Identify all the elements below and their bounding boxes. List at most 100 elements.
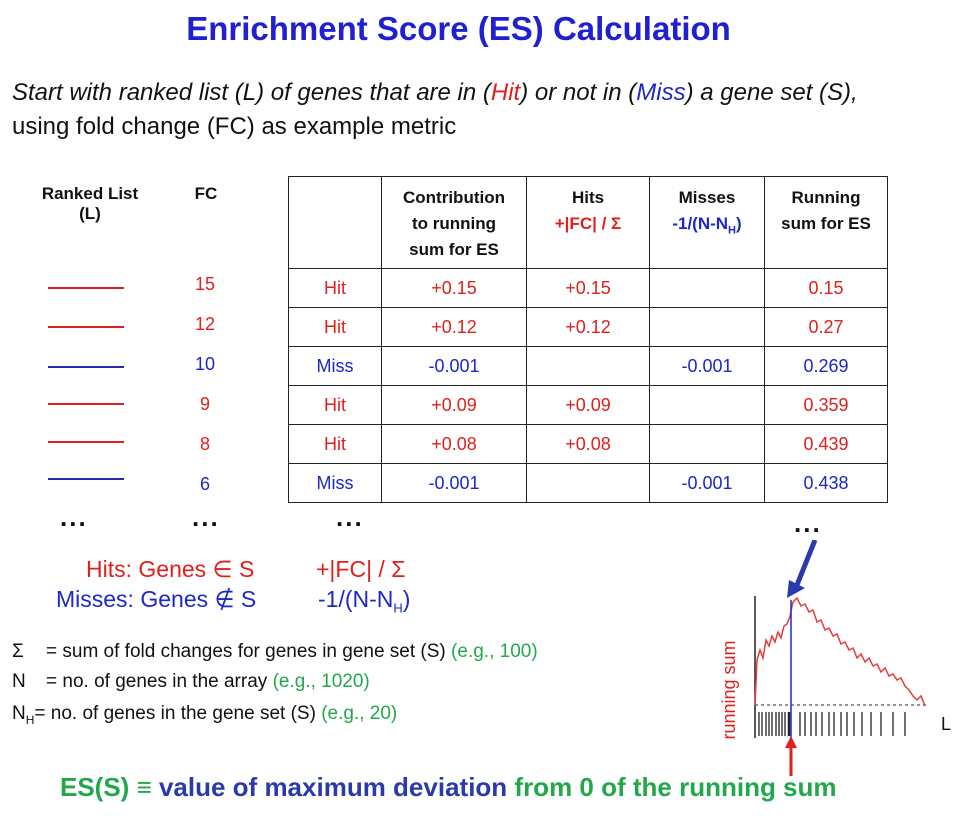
misses-cell <box>649 424 765 464</box>
fc-header: FC <box>194 184 218 203</box>
nh-sub: H <box>25 712 35 727</box>
contribution-cell: +0.15 <box>381 268 527 308</box>
misses-cell <box>649 307 765 347</box>
intro-line1-b: ) or not in ( <box>520 79 637 106</box>
n-example: (e.g., 1020) <box>272 671 370 692</box>
n-symbol: N <box>12 671 26 692</box>
table-row: Miss -0.001 -0.001 0.438 <box>288 463 888 503</box>
row-label: Hit <box>288 424 382 464</box>
intro-line1-a: Start with ranked list (L) of genes that… <box>12 79 491 106</box>
contribution-header-l3: sum for ES <box>409 240 499 259</box>
fc-value: 8 <box>199 434 210 454</box>
row-label: Hit <box>288 385 382 425</box>
running-header-l1: Running <box>791 188 861 207</box>
misses-formula-a: -1/(N-N <box>672 214 729 233</box>
ellipsis-genes: ... <box>60 502 88 532</box>
hits-cell <box>526 463 650 503</box>
plot-leading-edge-arrowhead <box>785 736 797 748</box>
gene-line-hit <box>48 326 124 328</box>
n-text: = no. of genes in the array <box>46 671 268 692</box>
label-header <box>288 176 382 269</box>
intro-hit: Hit <box>490 79 521 106</box>
running-header-l2: sum for ES <box>781 214 871 233</box>
gene-line-miss <box>48 478 124 480</box>
running-sum-plot: running sum L <box>719 540 951 776</box>
plot-hit-barcode <box>758 712 906 736</box>
definition-sigma: Σ = sum of fold changes for genes in gene… <box>12 641 538 663</box>
running-cell: 0.439 <box>764 424 888 464</box>
gene-line-miss <box>48 366 124 368</box>
plot-max-arrow <box>792 540 818 591</box>
nh-example: (e.g., 20) <box>321 703 398 724</box>
hits-header: Hits +|FC| / Σ <box>526 176 650 269</box>
table-row: Hit +0.15 +0.15 0.15 <box>288 268 888 308</box>
fc-value: 6 <box>199 474 210 494</box>
page-title: Enrichment Score (ES) Calculation <box>186 10 731 47</box>
hits-header-label: Hits <box>571 188 605 207</box>
hits-cell: +0.09 <box>526 385 650 425</box>
misses-cell <box>649 268 765 308</box>
misses-formula-sub: H <box>728 224 736 237</box>
contribution-cell: -0.001 <box>381 463 527 503</box>
plot-ylabel: running sum <box>719 640 739 739</box>
contribution-cell: +0.12 <box>381 307 527 347</box>
running-header: Running sum for ES <box>764 176 888 269</box>
plot-xlabel: L <box>941 714 951 734</box>
definition-nh: NH= no. of genes in the gene set (S) (e.… <box>12 703 397 727</box>
legend-misses-a: -1/(N-N <box>318 586 394 612</box>
contribution-header-l1: Contribution <box>403 188 505 207</box>
row-label: Miss <box>288 463 382 503</box>
intro-miss: Miss <box>636 79 686 106</box>
legend-hits-formula: +|FC| / Σ <box>316 556 406 582</box>
conclusion-part1: ES(S) ≡ <box>60 772 159 802</box>
running-cell: 0.269 <box>764 346 888 386</box>
running-cell: 0.359 <box>764 385 888 425</box>
table-header-row: Contribution to running sum for ES Hits … <box>288 176 888 269</box>
misses-cell <box>649 385 765 425</box>
sigma-text: = sum of fold changes for genes in gene … <box>46 641 446 662</box>
ellipsis-fc: ... <box>192 502 220 532</box>
row-label: Hit <box>288 268 382 308</box>
table-row: Hit +0.08 +0.08 0.439 <box>288 424 888 464</box>
ranked-list-label: Ranked List <box>41 184 139 203</box>
contribution-header-l2: to running <box>411 214 497 233</box>
gene-line-hit <box>48 403 124 405</box>
fc-value: 15 <box>194 274 216 294</box>
table-row: Hit +0.09 +0.09 0.359 <box>288 385 888 425</box>
intro-line1-c: ) a gene set (S), <box>685 79 858 106</box>
legend-misses-sub: H <box>393 600 403 616</box>
legend-misses-b: ) <box>402 586 411 612</box>
plot-running-sum-curve <box>754 596 926 707</box>
misses-header-formula: -1/(N-NH) <box>672 214 742 237</box>
running-cell: 0.15 <box>764 268 888 308</box>
fc-value: 12 <box>194 314 216 334</box>
intro-line2: using fold change (FC) as example metric <box>12 113 457 140</box>
sigma-example: (e.g., 100) <box>451 641 538 662</box>
table-row: Hit +0.12 +0.12 0.27 <box>288 307 888 347</box>
contribution-cell: -0.001 <box>381 346 527 386</box>
running-cell: 0.27 <box>764 307 888 347</box>
contribution-cell: +0.08 <box>381 424 527 464</box>
conclusion-part3: from 0 of the running sum <box>514 772 837 802</box>
legend-hits-label: Hits: Genes ∈ S <box>86 556 255 582</box>
row-label: Hit <box>288 307 382 347</box>
gene-line-hit <box>48 287 124 289</box>
hits-cell <box>526 346 650 386</box>
row-label: Miss <box>288 346 382 386</box>
hits-cell: +0.15 <box>526 268 650 308</box>
contribution-cell: +0.09 <box>381 385 527 425</box>
conclusion-part2: value of maximum deviation <box>158 772 515 802</box>
legend-misses-formula: -1/(N-NH) <box>318 586 410 616</box>
hits-cell: +0.08 <box>526 424 650 464</box>
misses-formula-b: ) <box>736 214 742 233</box>
plot-max-arrowhead <box>787 580 805 598</box>
hits-header-formula: +|FC| / Σ <box>554 214 622 233</box>
intro-text: Start with ranked list (L) of genes that… <box>12 76 858 144</box>
misses-cell: -0.001 <box>649 463 765 503</box>
misses-header-label: Misses <box>678 188 736 207</box>
sigma-symbol: Σ <box>12 641 24 662</box>
es-table: Contribution to running sum for ES Hits … <box>288 176 888 503</box>
contribution-header: Contribution to running sum for ES <box>381 176 527 269</box>
ellipsis-running: ... <box>794 508 822 538</box>
nh-symbol: N <box>12 703 26 724</box>
